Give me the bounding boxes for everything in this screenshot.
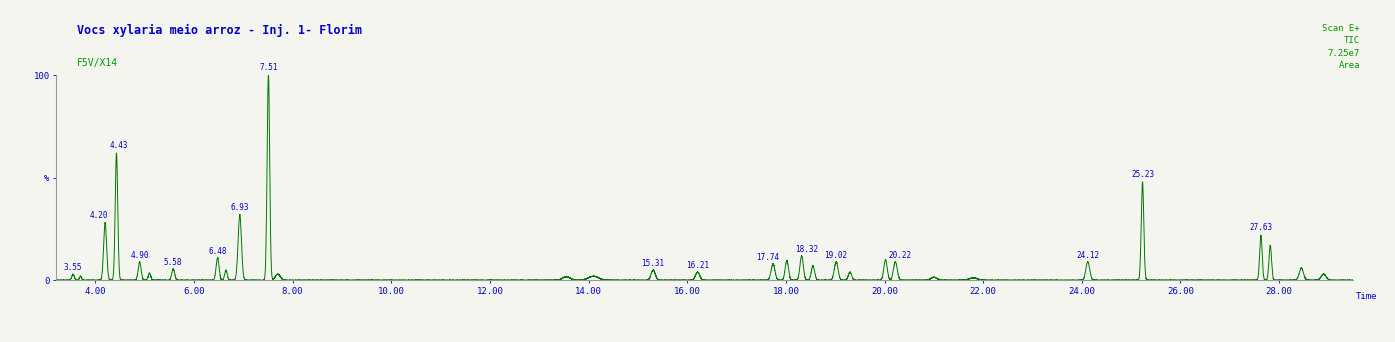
Text: 6.48: 6.48 bbox=[208, 247, 227, 256]
Text: 4.20: 4.20 bbox=[89, 211, 109, 220]
Text: 17.74: 17.74 bbox=[756, 253, 780, 262]
Text: 7.51: 7.51 bbox=[259, 63, 278, 72]
Text: 6.93: 6.93 bbox=[230, 203, 250, 212]
Text: 18.32: 18.32 bbox=[795, 245, 817, 254]
Text: 19.02: 19.02 bbox=[824, 251, 848, 260]
Text: 3.55: 3.55 bbox=[64, 263, 82, 272]
Text: 20.22: 20.22 bbox=[889, 251, 912, 260]
Text: Time: Time bbox=[1356, 292, 1377, 301]
Text: 5.58: 5.58 bbox=[165, 258, 183, 267]
Text: 16.21: 16.21 bbox=[686, 261, 709, 270]
Text: Vocs xylaria meio arroz - Inj. 1- Florim: Vocs xylaria meio arroz - Inj. 1- Florim bbox=[77, 24, 361, 37]
Text: 4.43: 4.43 bbox=[110, 141, 128, 150]
Text: 25.23: 25.23 bbox=[1131, 170, 1154, 179]
Text: 4.90: 4.90 bbox=[130, 251, 149, 260]
Text: F5V/X14: F5V/X14 bbox=[77, 58, 117, 68]
Text: 27.63: 27.63 bbox=[1250, 223, 1272, 232]
Text: 24.12: 24.12 bbox=[1076, 251, 1099, 260]
Text: Scan E+
TIC
7.25e7
Area: Scan E+ TIC 7.25e7 Area bbox=[1322, 24, 1360, 70]
Text: 15.31: 15.31 bbox=[642, 259, 665, 268]
